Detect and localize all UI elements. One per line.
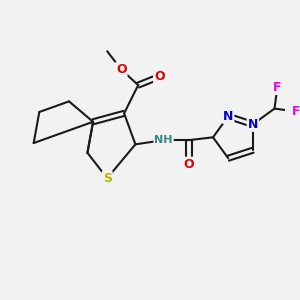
Text: S: S [103, 172, 112, 185]
Text: N: N [223, 110, 233, 123]
Text: O: O [116, 63, 127, 76]
Text: N: N [248, 118, 258, 131]
Text: O: O [184, 158, 194, 171]
Text: F: F [291, 105, 300, 118]
Text: O: O [154, 70, 165, 83]
Text: NH: NH [154, 135, 173, 145]
Text: F: F [273, 81, 282, 94]
